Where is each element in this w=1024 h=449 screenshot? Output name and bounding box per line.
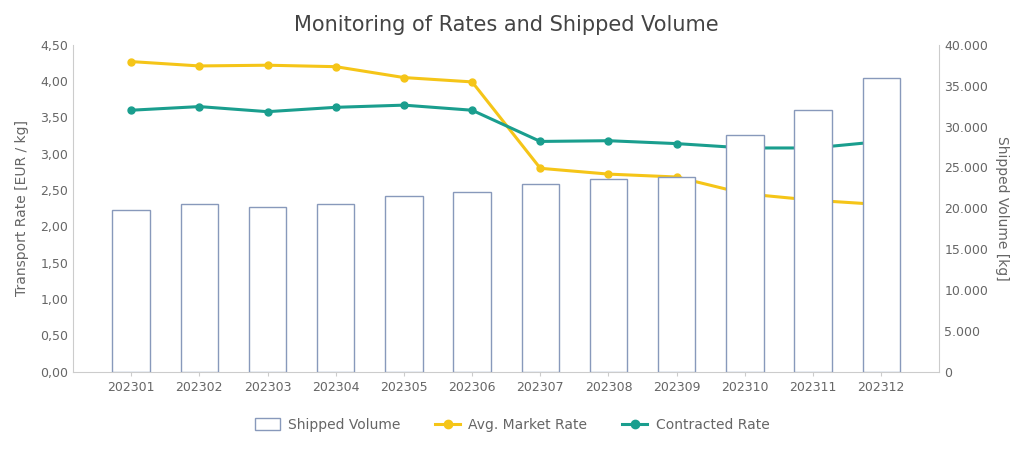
- Bar: [658, 177, 695, 372]
- Bar: [521, 184, 559, 372]
- Bar: [180, 204, 218, 372]
- Bar: [385, 196, 423, 372]
- Bar: [454, 192, 490, 372]
- Bar: [795, 110, 831, 372]
- Y-axis label: Shipped Volume [kg]: Shipped Volume [kg]: [995, 136, 1009, 281]
- Bar: [726, 135, 764, 372]
- Bar: [317, 204, 354, 372]
- Bar: [590, 179, 628, 372]
- Bar: [113, 210, 150, 372]
- Y-axis label: Transport Rate [EUR / kg]: Transport Rate [EUR / kg]: [15, 120, 29, 296]
- Bar: [862, 78, 900, 372]
- Legend: Shipped Volume, Avg. Market Rate, Contracted Rate: Shipped Volume, Avg. Market Rate, Contra…: [249, 413, 775, 438]
- Title: Monitoring of Rates and Shipped Volume: Monitoring of Rates and Shipped Volume: [294, 15, 719, 35]
- Bar: [249, 207, 287, 372]
